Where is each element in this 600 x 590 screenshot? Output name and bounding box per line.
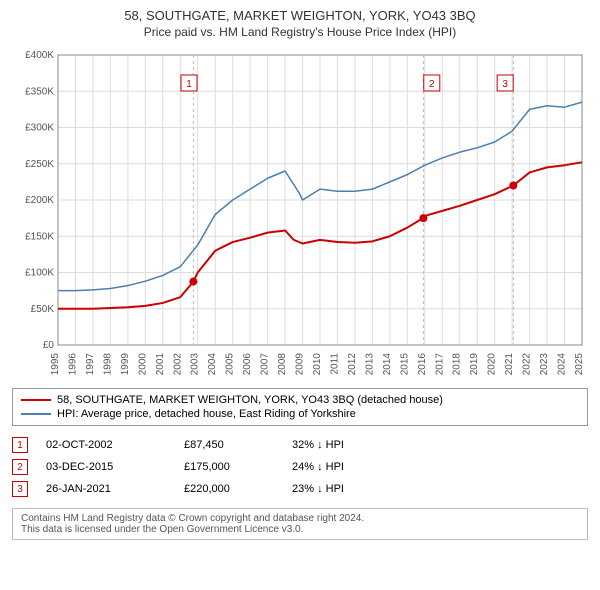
chart-title: 58, SOUTHGATE, MARKET WEIGHTON, YORK, YO…: [12, 8, 588, 23]
events-table: 1 02-OCT-2002 £87,450 32% ↓ HPI 2 03-DEC-2015…: [12, 434, 588, 500]
event-marker: 2: [12, 459, 28, 475]
chart-container: 58, SOUTHGATE, MARKET WEIGHTON, YORK, YO…: [0, 0, 600, 550]
svg-text:2007: 2007: [260, 353, 271, 375]
svg-text:1998: 1998: [102, 353, 113, 375]
event-date: 03-DEC-2015: [46, 461, 166, 473]
svg-text:£150K: £150K: [25, 231, 54, 242]
svg-text:2015: 2015: [399, 353, 410, 375]
svg-text:£300K: £300K: [25, 123, 54, 134]
event-marker: 3: [12, 481, 28, 497]
svg-text:2013: 2013: [364, 353, 375, 375]
event-diff: 32% ↓ HPI: [292, 439, 344, 451]
event-row: 2 03-DEC-2015 £175,000 24% ↓ HPI: [12, 456, 588, 478]
svg-text:2: 2: [429, 79, 435, 90]
svg-text:2003: 2003: [190, 353, 201, 375]
svg-text:2001: 2001: [155, 353, 166, 375]
svg-text:£50K: £50K: [31, 304, 55, 315]
line-chart-svg: £0 £50K £100K £150K £200K £250K £300K £350K £400…: [12, 45, 588, 375]
svg-text:£100K: £100K: [25, 268, 54, 279]
svg-text:£400K: £400K: [25, 50, 54, 61]
svg-text:£250K: £250K: [25, 159, 54, 170]
svg-text:2014: 2014: [382, 353, 393, 375]
legend-swatch: [21, 399, 51, 401]
event-diff: 23% ↓ HPI: [292, 483, 344, 495]
svg-text:2018: 2018: [452, 353, 463, 375]
event-price: £175,000: [184, 461, 274, 473]
event-price: £87,450: [184, 439, 274, 451]
svg-text:2019: 2019: [469, 353, 480, 375]
svg-text:2022: 2022: [522, 353, 533, 375]
event-marker: 1: [12, 437, 28, 453]
svg-text:2023: 2023: [539, 353, 550, 375]
svg-text:2021: 2021: [504, 353, 515, 375]
svg-text:2025: 2025: [574, 353, 585, 375]
svg-text:2012: 2012: [347, 353, 358, 375]
legend-label: 58, SOUTHGATE, MARKET WEIGHTON, YORK, YO…: [57, 394, 443, 406]
svg-text:2004: 2004: [207, 353, 218, 375]
svg-text:£200K: £200K: [25, 195, 54, 206]
footer-box: Contains HM Land Registry data © Crown c…: [12, 508, 588, 540]
svg-text:2010: 2010: [312, 353, 323, 375]
svg-text:2009: 2009: [295, 353, 306, 375]
legend-box: 58, SOUTHGATE, MARKET WEIGHTON, YORK, YO…: [12, 388, 588, 426]
legend-swatch: [21, 413, 51, 415]
svg-text:2024: 2024: [557, 353, 568, 375]
legend-row: HPI: Average price, detached house, East…: [21, 407, 579, 421]
svg-text:3: 3: [502, 79, 508, 90]
event-row: 3 26-JAN-2021 £220,000 23% ↓ HPI: [12, 478, 588, 500]
svg-text:1995: 1995: [50, 353, 61, 375]
svg-text:2006: 2006: [242, 353, 253, 375]
svg-text:£0: £0: [43, 340, 55, 351]
legend-label: HPI: Average price, detached house, East…: [57, 408, 356, 420]
svg-text:2020: 2020: [487, 353, 498, 375]
svg-text:2016: 2016: [417, 353, 428, 375]
event-diff: 24% ↓ HPI: [292, 461, 344, 473]
svg-text:1997: 1997: [85, 353, 96, 375]
event-row: 1 02-OCT-2002 £87,450 32% ↓ HPI: [12, 434, 588, 456]
svg-text:2005: 2005: [225, 353, 236, 375]
event-price: £220,000: [184, 483, 274, 495]
footer-line-2: This data is licensed under the Open Gov…: [21, 524, 579, 535]
event-date: 02-OCT-2002: [46, 439, 166, 451]
svg-text:2002: 2002: [172, 353, 183, 375]
svg-text:£350K: £350K: [25, 86, 54, 97]
svg-text:2017: 2017: [434, 353, 445, 375]
legend-row: 58, SOUTHGATE, MARKET WEIGHTON, YORK, YO…: [21, 393, 579, 407]
svg-text:1996: 1996: [67, 353, 78, 375]
svg-text:2011: 2011: [329, 353, 340, 375]
svg-text:1: 1: [186, 79, 192, 90]
event-date: 26-JAN-2021: [46, 483, 166, 495]
svg-text:1999: 1999: [120, 353, 131, 375]
chart-subtitle: Price paid vs. HM Land Registry's House …: [12, 25, 588, 39]
chart-area: £0 £50K £100K £150K £200K £250K £300K £350K £400…: [12, 45, 588, 380]
footer-line-1: Contains HM Land Registry data © Crown c…: [21, 513, 579, 524]
svg-text:2000: 2000: [137, 353, 148, 375]
svg-text:2008: 2008: [277, 353, 288, 375]
